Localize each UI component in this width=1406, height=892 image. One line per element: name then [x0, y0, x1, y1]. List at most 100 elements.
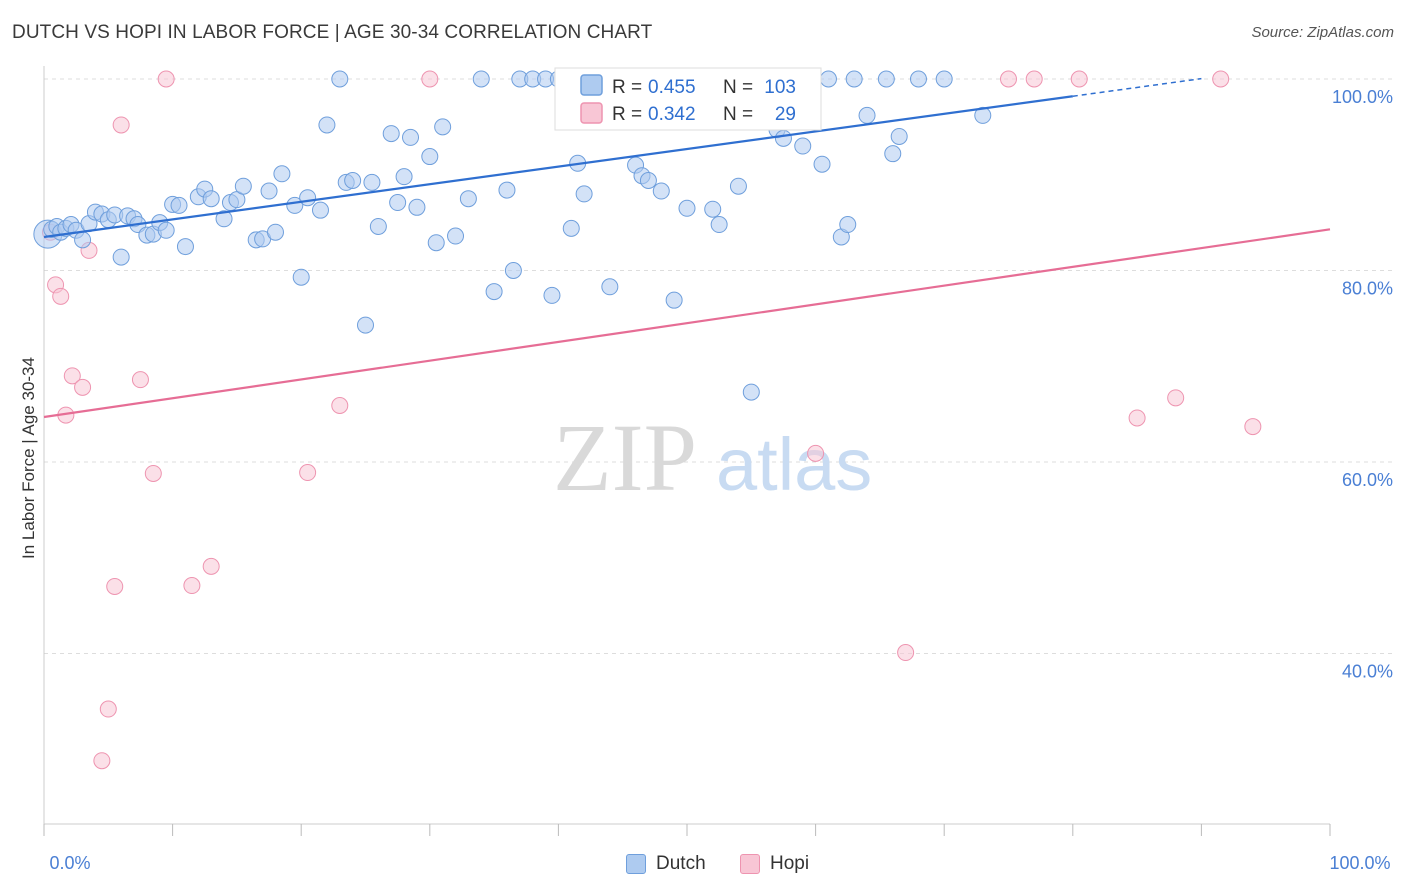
dutch-point [311, 201, 329, 219]
hopi-point [1025, 70, 1043, 88]
legend-hopi-n-label: N = [723, 104, 753, 125]
dutch-point [813, 155, 831, 173]
dutch-point [819, 70, 837, 88]
hopi-point [183, 577, 201, 595]
dutch-point [408, 198, 426, 216]
hopi-point [1212, 70, 1230, 88]
dutch-point [318, 116, 336, 134]
dutch-point [909, 70, 927, 88]
dutch-point [292, 268, 310, 286]
y-tick-label: 80.0% [1342, 279, 1393, 299]
dutch-point [504, 262, 522, 279]
gridlines [44, 78, 1392, 654]
dutch-point [710, 216, 728, 234]
dutch-point [678, 199, 696, 217]
dutch-point [858, 106, 876, 124]
dutch-point [299, 189, 317, 207]
dutch-point [157, 221, 175, 239]
dutch-trend-extension [1072, 77, 1202, 97]
dutch-point [382, 125, 400, 143]
dutch-point [774, 129, 792, 147]
hopi-point [131, 371, 149, 389]
legend-hopi-r-value: 0.342 [648, 104, 696, 125]
watermark: ZIP atlas [553, 404, 872, 511]
hopi-point [1000, 70, 1017, 88]
hopi-point [99, 700, 117, 718]
dutch-point [601, 278, 619, 296]
y-tick-label: 100.0% [1332, 87, 1393, 107]
dutch-point [170, 196, 188, 214]
dutch-point [176, 238, 194, 256]
legend-item-hopi[interactable]: Hopi [740, 853, 809, 875]
dutch-series [33, 70, 992, 401]
dutch-point [575, 185, 593, 203]
legend-bottom: Dutch Hopi [0, 853, 1406, 877]
dutch-point [215, 210, 233, 228]
hopi-point [299, 464, 317, 482]
dutch-point [652, 182, 670, 200]
hopi-point [1070, 70, 1088, 88]
trend-lines [43, 77, 1331, 419]
dutch-point [202, 190, 220, 208]
y-tick-label: 40.0% [1342, 662, 1393, 682]
dutch-point [974, 106, 992, 124]
dutch-point [369, 217, 387, 235]
dutch-point [266, 223, 284, 241]
dutch-point [363, 173, 381, 191]
dutch-point [562, 219, 580, 237]
legend-hopi-r-label: R = [612, 104, 642, 125]
hopi-point [202, 557, 220, 575]
dutch-point [357, 316, 374, 334]
dutch-point [639, 171, 657, 189]
dutch-point [344, 171, 362, 189]
y-axis-label: In Labor Force | Age 30-34 [19, 357, 38, 559]
hopi-swatch-icon [740, 854, 760, 874]
dutch-point [935, 70, 953, 88]
hopi-point [144, 464, 162, 482]
dutch-point [472, 70, 490, 88]
dutch-point [273, 165, 291, 183]
x-tick-label-min: 0.0% [49, 853, 90, 873]
x-axis-ticks [43, 824, 1331, 836]
dutch-point [331, 70, 349, 88]
legend-label-dutch: Dutch [656, 853, 706, 874]
dutch-point [890, 127, 908, 145]
dutch-point [112, 248, 130, 266]
hopi-point [112, 116, 130, 134]
dutch-point [485, 283, 503, 301]
hopi-point [331, 397, 349, 415]
source-note: Source: ZipAtlas.com [1251, 24, 1394, 41]
hopi-point [63, 367, 81, 385]
legend-hopi-n-value: 29 [775, 104, 796, 125]
hopi-point [106, 577, 124, 595]
watermark-zip: ZIP [553, 404, 697, 511]
hopi-point [1128, 409, 1146, 427]
hopi-trend-line [43, 228, 1331, 419]
dutch-point [498, 181, 516, 199]
hopi-point [421, 70, 439, 88]
dutch-point [402, 128, 420, 146]
dutch-point [395, 168, 413, 186]
dutch-point [742, 383, 760, 401]
legend-hopi-swatch [580, 102, 603, 124]
dutch-point [447, 227, 465, 245]
hopi-point [157, 70, 175, 88]
hopi-point [52, 287, 70, 305]
dutch-point [729, 177, 747, 195]
y-tick-label: 60.0% [1342, 470, 1393, 490]
dutch-point [260, 182, 278, 200]
y-tick-labels: 100.0% 80.0% 60.0% 40.0% [1332, 87, 1393, 682]
dutch-point [794, 137, 812, 155]
legend-item-dutch[interactable]: Dutch [626, 853, 706, 875]
dutch-point [665, 291, 683, 309]
dutch-point [234, 177, 252, 195]
dutch-point [845, 70, 863, 88]
dutch-trend-line [43, 95, 1073, 239]
hopi-point [1167, 389, 1185, 407]
dutch-point [704, 200, 722, 218]
legend-dutch-r-label: R = [612, 77, 642, 98]
dutch-point [389, 194, 407, 212]
hopi-point [74, 378, 92, 396]
legend-dutch-n-label: N = [723, 77, 753, 98]
dutch-point [884, 145, 902, 163]
